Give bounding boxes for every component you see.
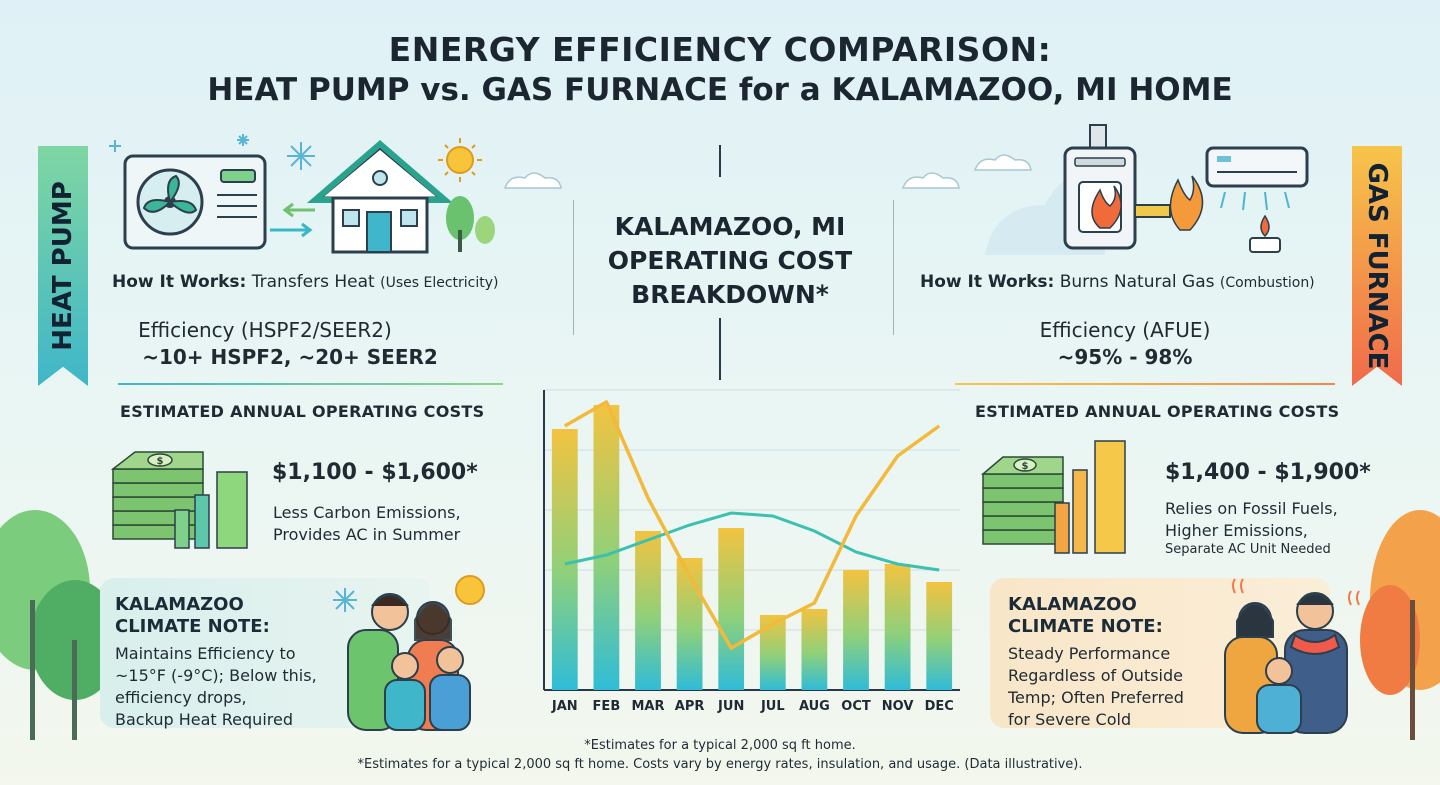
heat-pump-costs-heading: ESTIMATED ANNUAL OPERATING COSTS	[120, 402, 485, 421]
bar-apr	[676, 558, 703, 690]
center-title-line-2: OPERATING COST	[607, 246, 853, 275]
tree-icon	[1360, 510, 1440, 740]
svg-text:$: $	[1022, 461, 1029, 472]
gas-furnace-climate-line-4: for Severe Cold	[1008, 710, 1132, 729]
divider	[955, 383, 1335, 385]
gas-furnace-climate-line-1: Steady Performance	[1008, 644, 1171, 663]
tick-label-nov: NOV	[881, 699, 914, 714]
cloud-icon	[503, 154, 1032, 189]
gas-furnace-ribbon: GAS FURNACE	[1352, 146, 1402, 386]
tick-label-jul: JUL	[760, 699, 785, 714]
gas-furnace-how-it-works: How It Works: Burns Natural Gas (Combust…	[920, 272, 1315, 292]
gas-furnace-efficiency-label: Efficiency (AFUE)	[1039, 318, 1211, 342]
money-stack-icon: $	[980, 456, 1064, 545]
heat-pump-cost-line	[564, 511, 940, 572]
snowflake-icon	[109, 134, 315, 170]
bar-nov	[884, 564, 911, 690]
gas-furnace-icon	[1063, 124, 1171, 250]
tick-label-apr: APR	[674, 699, 705, 714]
tick-label-dec: DEC	[924, 699, 954, 714]
heat-pump-illustration	[109, 134, 495, 254]
page-title: ENERGY EFFICIENCY COMPARISON:	[388, 30, 1052, 69]
tick-label-mar: MAR	[631, 699, 665, 714]
gas-furnace-cost-note-3: Separate AC Unit Needed	[1165, 542, 1331, 557]
heat-pump-efficiency-label: Efficiency (HSPF2/SEER2)	[138, 318, 392, 342]
heat-pump-climate-line-3: efficiency drops,	[115, 688, 247, 707]
tree-icon	[0, 510, 120, 740]
center-divider-left	[573, 200, 574, 335]
center-title: KALAMAZOO, MI OPERATING COST BREAKDOWN*	[560, 210, 900, 312]
gas-furnace-cost-range: $1,400 - $1,900*	[1165, 460, 1371, 485]
gas-furnace-climate-line-2: Regardless of Outside	[1008, 666, 1183, 685]
gas-furnace-climate-line-3: Temp; Often Preferred	[1008, 688, 1184, 707]
center-divider-bottom	[719, 318, 721, 380]
heat-pump-unit-icon	[123, 154, 267, 250]
gas-furnace-costs-heading: ESTIMATED ANNUAL OPERATING COSTS	[975, 402, 1340, 421]
gas-furnace-cost-graphic: $	[980, 440, 1126, 554]
flame-icon	[1091, 175, 1204, 231]
heat-pump-efficiency-value: ~10+ HSPF2, ~20+ SEER2	[142, 345, 438, 369]
gas-furnace-efficiency-value: ~95% - 98%	[1057, 345, 1193, 369]
gas-furnace-cost-note-2: Higher Emissions,	[1165, 521, 1308, 540]
tree-icon	[446, 196, 495, 252]
tick-label-aug: AUG	[798, 699, 830, 714]
heat-pump-cost-range: $1,100 - $1,600*	[272, 460, 478, 485]
bar-chart-icon	[174, 471, 248, 549]
center-title-line-3: BREAKDOWN*	[631, 280, 829, 309]
heat-pump-ribbon: HEAT PUMP	[38, 146, 88, 386]
heat-pump-how-it-works: How It Works: Transfers Heat (Uses Elect…	[112, 272, 499, 292]
snowflake-icon	[333, 588, 357, 612]
center-divider-top	[719, 145, 721, 177]
center-divider-right	[893, 200, 894, 335]
bar-aug	[801, 609, 828, 690]
sun-icon	[455, 575, 485, 605]
heat-pump-cost-graphic: $	[110, 451, 248, 549]
bar-dec	[926, 582, 953, 690]
bar-jan	[551, 429, 578, 690]
footnote-full: *Estimates for a typical 2,000 sq ft hom…	[357, 757, 1083, 772]
gas-furnace-climate-title-2: CLIMATE NOTE:	[1008, 616, 1163, 637]
bar-oct	[843, 570, 869, 690]
divider	[118, 383, 503, 385]
gas-furnace-cost-line	[563, 400, 941, 650]
house-icon	[306, 140, 454, 254]
bar-jul	[759, 615, 786, 690]
heat-pump-climate-title-2: CLIMATE NOTE:	[115, 616, 270, 637]
tick-label-jun: JUN	[718, 699, 745, 714]
family-icon	[333, 575, 485, 731]
bar-jun	[718, 528, 745, 690]
tick-label-feb: FEB	[592, 699, 621, 714]
svg-text:$: $	[157, 456, 164, 467]
gas-furnace-illustration	[985, 124, 1309, 255]
gas-furnace-climate-title-1: KALAMAZOO	[1008, 594, 1137, 615]
footnote-short: *Estimates for a typical 2,000 sq ft hom…	[584, 738, 856, 753]
arrow-icon	[270, 202, 315, 238]
heat-pump-climate-title-1: KALAMAZOO	[115, 594, 244, 615]
tick-label-oct: OCT	[841, 699, 871, 714]
bar-chart-icon	[1054, 440, 1126, 554]
heat-pump-climate-line-1: Maintains Efficiency to	[115, 644, 296, 663]
bar-feb	[593, 405, 620, 690]
family-icon	[1224, 578, 1360, 734]
operating-cost-chart	[543, 389, 960, 691]
air-conditioner-icon	[1205, 146, 1309, 211]
gas-furnace-cost-note-1: Relies on Fossil Fuels,	[1165, 499, 1338, 518]
heat-pump-cost-note-2: Provides AC in Summer	[273, 525, 461, 544]
flame-icon	[1249, 214, 1281, 253]
bar-mar	[635, 531, 661, 690]
heat-pump-climate-line-2: ~15°F (-9°C); Below this,	[115, 666, 317, 685]
center-title-line-1: KALAMAZOO, MI	[614, 212, 846, 241]
heat-pump-cost-note-1: Less Carbon Emissions,	[273, 503, 461, 522]
tick-label-jan: JAN	[551, 699, 578, 714]
sun-icon	[438, 138, 482, 182]
heat-pump-climate-line-4: Backup Heat Required	[115, 710, 293, 729]
page-subtitle: HEAT PUMP vs. GAS FURNACE for a KALAMAZO…	[207, 72, 1233, 108]
